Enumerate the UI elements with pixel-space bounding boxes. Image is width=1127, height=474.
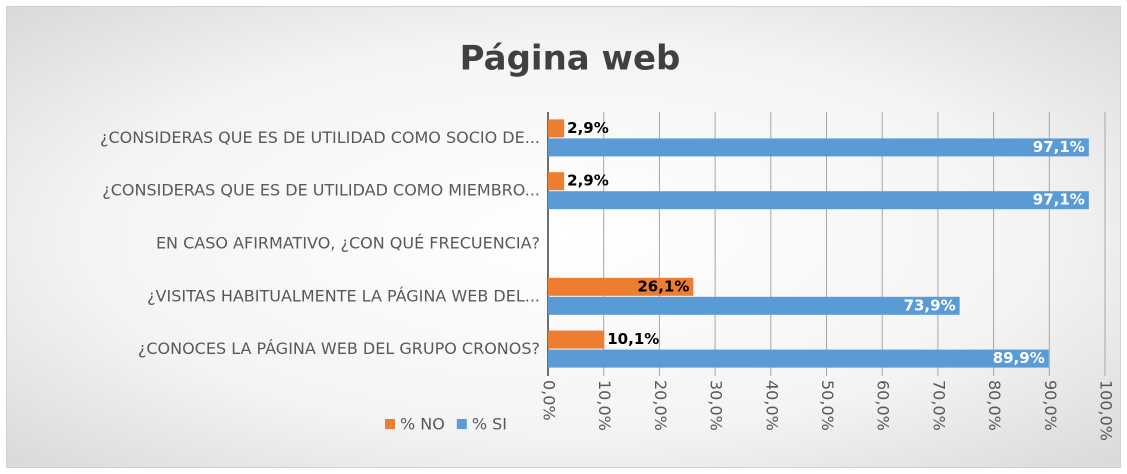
y-tick-label: EN CASO AFIRMATIVO, ¿CON QUÉ FRECUENCIA? bbox=[156, 234, 540, 253]
x-tick-label: 70,0% bbox=[929, 380, 948, 431]
x-tick-label: 60,0% bbox=[874, 380, 893, 431]
x-tick-label: 50,0% bbox=[818, 380, 837, 431]
data-label: 26,1% bbox=[637, 277, 689, 295]
data-label: 73,9% bbox=[904, 296, 956, 314]
y-tick-label: ¿VISITAS HABITUALMENTE LA PÁGINA WEB DEL… bbox=[147, 286, 540, 305]
legend-swatch bbox=[385, 419, 395, 429]
x-tick-label: 40,0% bbox=[762, 380, 781, 431]
y-tick-label: ¿CONSIDERAS QUE ES DE UTILIDAD COMO SOCI… bbox=[100, 128, 540, 147]
bar bbox=[548, 330, 605, 349]
bar bbox=[548, 138, 1089, 157]
data-label: 89,9% bbox=[993, 349, 1045, 367]
bar bbox=[548, 172, 565, 191]
legend-label: % NO bbox=[400, 415, 445, 434]
data-label: 97,1% bbox=[1033, 138, 1085, 156]
legend-label: % SI bbox=[472, 415, 507, 434]
data-label: 2,9% bbox=[567, 119, 609, 137]
bar bbox=[548, 277, 694, 296]
x-tick-label: 80,0% bbox=[985, 380, 1004, 431]
bar bbox=[548, 119, 565, 138]
x-tick-label: 30,0% bbox=[707, 380, 726, 431]
chart-title: Página web bbox=[460, 39, 681, 79]
y-tick-label: ¿CONOCES LA PÁGINA WEB DEL GRUPO CRONOS? bbox=[138, 339, 540, 358]
bar bbox=[548, 296, 960, 315]
data-label: 97,1% bbox=[1033, 191, 1085, 209]
y-tick-label: ¿CONSIDERAS QUE ES DE UTILIDAD COMO MIEM… bbox=[102, 181, 540, 200]
x-tick-label: 0,0% bbox=[540, 380, 559, 421]
x-tick-label: 20,0% bbox=[651, 380, 670, 431]
data-label: 2,9% bbox=[567, 172, 609, 190]
x-tick-label: 90,0% bbox=[1041, 380, 1060, 431]
legend-swatch bbox=[456, 419, 467, 429]
x-tick-label: 100,0% bbox=[1097, 380, 1116, 441]
bar bbox=[548, 191, 1089, 210]
chart-background bbox=[6, 6, 1121, 468]
data-label: 10,1% bbox=[607, 330, 659, 348]
bar bbox=[548, 349, 1049, 368]
x-tick-label: 10,0% bbox=[595, 380, 614, 431]
